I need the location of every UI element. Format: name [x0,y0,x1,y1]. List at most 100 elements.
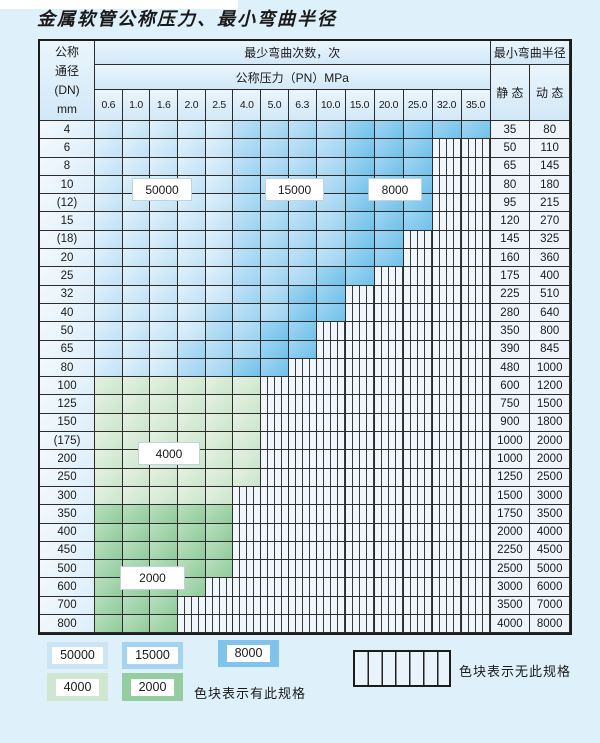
spec-cell [233,450,262,469]
no-spec-cell [288,486,317,506]
spec-cell [403,121,433,140]
static-value-cell: 1750 [490,505,531,524]
no-spec-cell [233,523,262,542]
spec-cell [316,157,346,176]
spec-cell [122,267,151,286]
spec-cell [178,395,206,414]
spec-cell [345,249,375,268]
no-spec-cell [432,468,462,487]
no-spec-cell [345,486,375,506]
spec-cell [178,285,206,304]
no-spec-cell [345,541,375,561]
spec-cell [150,249,179,268]
no-spec-cell [432,340,462,359]
legend-swatch-4000-label: 4000 [55,678,100,696]
no-spec-cell [403,486,433,506]
static-value-cell: 390 [490,340,531,359]
no-spec-cell [461,486,491,506]
no-spec-cell [316,432,346,451]
spec-table: 公称 通径 (DN) mm 最少弯曲次数，次 最小弯曲半径 公称压力（PN）MPa 静 态动 … [38,39,573,636]
spec-cell [95,413,123,433]
dn-cell-450: 450 [40,541,95,561]
dn-cell-(12): (12) [40,194,95,213]
no-spec-cell [461,139,491,158]
static-value-cell: 120 [490,212,531,231]
spec-cell [288,139,317,158]
spec-cell [205,340,234,359]
spec-cell [345,267,375,286]
no-spec-cell [345,468,375,487]
no-spec-cell [432,157,462,176]
dn-cell-200: 200 [40,450,95,469]
spec-cell [122,157,151,176]
spec-cell [233,432,262,451]
spec-cell [205,194,234,213]
no-spec-cell [432,139,462,158]
dn-cell-15: 15 [40,212,95,231]
no-spec-cell [316,541,346,561]
no-spec-cell [432,175,462,195]
region-label-4000: 4000 [138,442,200,465]
spec-cell [95,432,123,451]
no-spec-cell [374,377,404,396]
legend-swatch-2000-label: 2000 [130,678,175,696]
spec-cell [374,230,404,250]
static-value-cell: 2000 [490,523,531,542]
no-spec-cell [403,413,433,433]
no-spec-cell [233,560,262,579]
no-spec-cell [288,505,317,524]
no-spec-cell [432,486,462,506]
legend-swatch-50000: 50000 [47,642,108,669]
static-value-cell: 480 [490,358,531,378]
no-spec-cell [461,230,491,250]
dynamic-value-cell: 8000 [530,615,571,634]
no-spec-cell [432,450,462,469]
no-spec-cell [432,322,462,341]
static-value-cell: 160 [490,249,531,268]
spec-cell [345,230,375,250]
spec-cell [122,615,151,634]
spec-cell [95,560,123,579]
spec-cell [261,303,289,323]
dynamic-value-cell: 145 [530,157,571,176]
spec-cell [205,413,234,433]
no-spec-cell [345,322,375,341]
dn-header-line: 通径 [54,63,79,78]
static-value-cell: 65 [490,157,531,176]
spec-cell [95,377,123,396]
dn-cell-100: 100 [40,377,95,396]
dn-cell-350: 350 [40,505,95,524]
no-spec-cell [345,432,375,451]
spec-cell [150,505,179,524]
no-spec-cell [374,505,404,524]
spec-cell [403,212,433,231]
no-spec-cell [288,413,317,433]
spec-cell [316,303,346,323]
no-spec-cell [461,505,491,524]
dynamic-value-cell: 215 [530,194,571,213]
spec-cell [261,230,289,250]
spec-cell [316,230,346,250]
spec-cell [288,230,317,250]
no-spec-cell [316,377,346,396]
no-spec-cell [461,267,491,286]
no-spec-cell [461,285,491,304]
static-value-cell: 750 [490,395,531,414]
spec-cell [150,340,179,359]
dn-cell-700: 700 [40,596,95,616]
dynamic-value-cell: 2000 [530,432,571,451]
dynamic-value-cell: 510 [530,285,571,304]
no-spec-cell [261,615,289,634]
spec-cell [95,194,123,213]
dn-cell-(175): (175) [40,432,95,451]
no-spec-cell [316,578,346,597]
spec-cell [205,358,234,378]
spec-cell [95,340,123,359]
spec-cell [95,505,123,524]
spec-cell [205,249,234,268]
static-value-cell: 4000 [490,615,531,634]
no-spec-cell [432,230,462,250]
dn-cell-25: 25 [40,267,95,286]
spec-cell [261,212,289,231]
spec-cell [205,157,234,176]
